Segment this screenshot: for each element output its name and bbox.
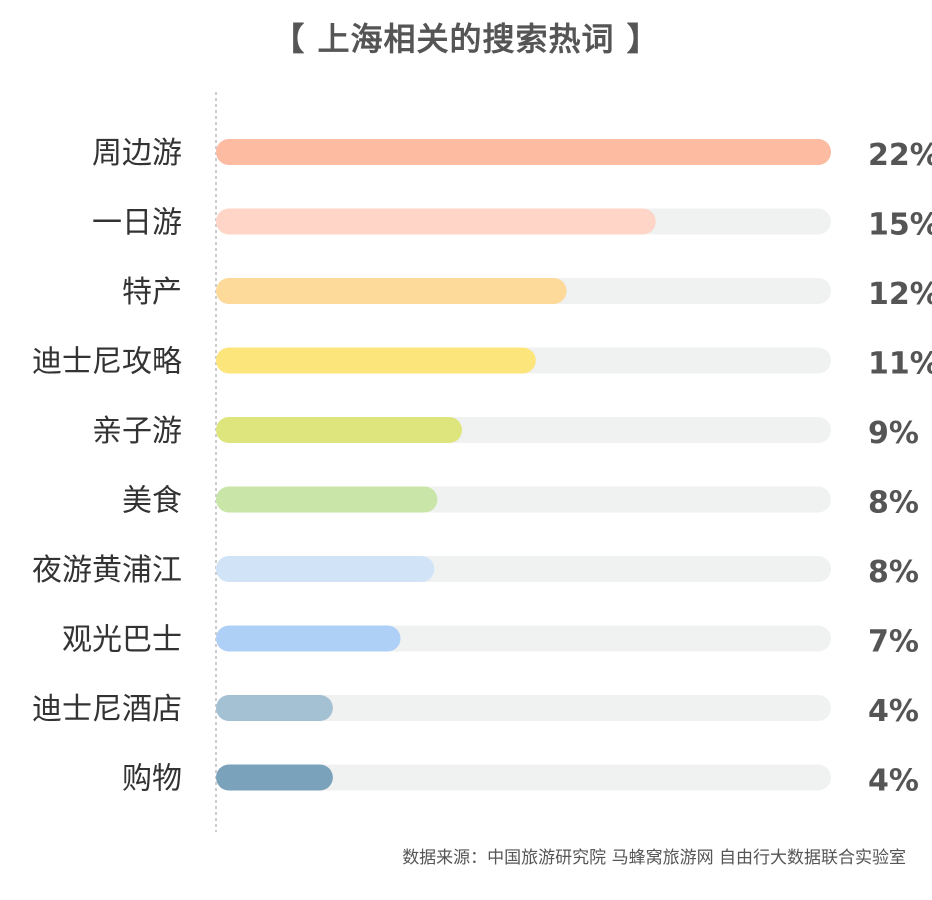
value-label: 22%	[868, 138, 932, 173]
category-label: 一日游	[92, 206, 182, 241]
value-label: 9%	[868, 416, 919, 451]
value-label: 12%	[868, 277, 932, 312]
bar	[216, 764, 333, 791]
category-label: 观光巴士	[62, 623, 182, 658]
category-label: 特产	[122, 275, 182, 310]
category-label: 迪士尼酒店	[32, 692, 182, 727]
category-label: 夜游黄浦江	[32, 553, 182, 588]
value-label: 15%	[868, 208, 932, 243]
category-label: 亲子游	[92, 414, 182, 449]
chart-title: 【 上海相关的搜索热词 】	[272, 20, 660, 58]
bar	[216, 208, 656, 235]
bar-track	[216, 695, 831, 721]
category-label: 迪士尼攻略	[32, 345, 182, 380]
category-label: 周边游	[92, 136, 182, 171]
bar	[216, 139, 831, 165]
bar	[216, 347, 536, 374]
value-label: 11%	[868, 347, 932, 382]
bar	[216, 695, 333, 721]
value-label: 4%	[868, 764, 919, 799]
value-label: 8%	[868, 486, 919, 521]
bar	[216, 625, 401, 652]
bar	[216, 556, 435, 582]
value-label: 8%	[868, 555, 919, 590]
source-note: 数据来源：中国旅游研究院 马蜂窝旅游网 自由行大数据联合实验室	[402, 848, 906, 868]
value-label: 7%	[868, 625, 919, 660]
category-label: 购物	[122, 762, 182, 797]
bar	[216, 278, 567, 304]
bar-track	[216, 764, 831, 791]
category-label: 美食	[122, 484, 182, 519]
value-label: 4%	[868, 694, 919, 729]
bar	[216, 417, 462, 443]
bar	[216, 486, 438, 513]
